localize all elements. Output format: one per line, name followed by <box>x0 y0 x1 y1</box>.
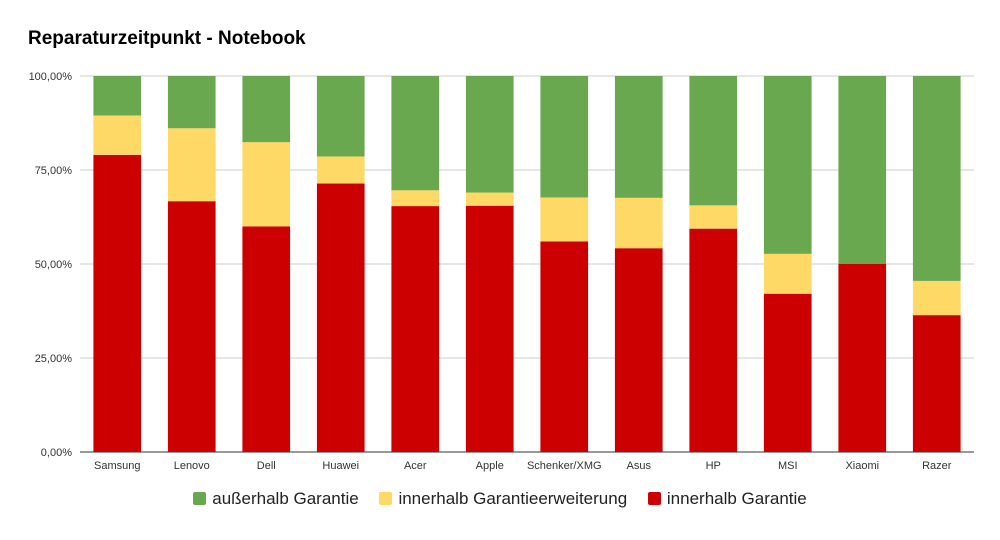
bar-segment <box>614 197 663 249</box>
bar-segment <box>391 190 440 207</box>
bar-segment <box>540 76 589 198</box>
bar-segment <box>689 228 738 452</box>
bar-segment <box>242 142 291 227</box>
bar-segment <box>242 76 291 143</box>
bar-segment <box>614 248 663 452</box>
bar-segment <box>316 156 365 184</box>
bar-segment <box>465 76 514 193</box>
bar-segment <box>465 205 514 452</box>
x-tick-label: HP <box>706 460 721 472</box>
bar-segment <box>93 154 142 452</box>
x-tick-label: Apple <box>476 460 504 472</box>
x-tick-label: Razer <box>922 460 952 472</box>
y-tick-label: 100,00% <box>29 71 73 83</box>
bar-segment <box>167 201 216 452</box>
x-tick-label: Huawei <box>322 460 359 472</box>
y-tick-label: 50,00% <box>35 259 73 271</box>
chart-title: Reparaturzeitpunkt - Notebook <box>28 28 306 49</box>
bar-segment <box>465 192 514 206</box>
y-tick-label: 75,00% <box>35 165 73 177</box>
bar-segment <box>763 76 812 254</box>
bar-segment <box>912 76 961 281</box>
legend-label: innerhalb Garantieerweiterung <box>398 488 628 508</box>
x-tick-label: Lenovo <box>174 460 210 472</box>
bar-segment <box>167 76 216 129</box>
bar-segment <box>242 226 291 452</box>
bar-segment <box>316 76 365 157</box>
bar-segment <box>540 241 589 452</box>
bar-segment <box>838 264 887 452</box>
bar-segment <box>167 128 216 202</box>
bar-segment <box>614 76 663 198</box>
bar-segment <box>391 206 440 452</box>
bar-segment <box>689 76 738 206</box>
legend-swatch <box>379 491 393 505</box>
x-tick-label: Xiaomi <box>845 460 879 472</box>
legend-item-innerhalb: innerhalb Garantie <box>647 488 807 509</box>
bar-segment <box>763 253 812 294</box>
x-tick-label: Acer <box>404 460 427 472</box>
x-tick-label: Dell <box>257 460 276 472</box>
bar-segment <box>391 76 440 191</box>
x-tick-label: MSI <box>778 460 798 472</box>
y-tick-label: 0,00% <box>41 447 72 459</box>
x-tick-label: Asus <box>627 460 652 472</box>
legend-label: innerhalb Garantie <box>666 488 807 508</box>
bar-segment <box>540 197 589 242</box>
bar-segment <box>689 205 738 229</box>
x-tick-label: Samsung <box>94 460 140 472</box>
bar-segment <box>763 293 812 452</box>
legend-item-ausserhalb: außerhalb Garantie <box>193 488 359 509</box>
y-tick-label: 25,00% <box>35 353 73 365</box>
legend-label: außerhalb Garantie <box>212 488 359 508</box>
bar-segment <box>316 183 365 452</box>
legend-swatch <box>647 491 661 505</box>
legend-swatch <box>193 491 207 505</box>
bar-segment <box>912 280 961 316</box>
bar-segment <box>93 115 142 155</box>
legend-item-garantieerweiterung: innerhalb Garantieerweiterung <box>379 489 627 509</box>
x-tick-label: Schenker/XMG <box>527 460 602 472</box>
bar-segment <box>912 315 961 452</box>
bar-segment <box>93 76 142 116</box>
chart-legend: außerhalb Garantie innerhalb Garantieerw… <box>0 488 1000 509</box>
bar-segment <box>838 76 887 264</box>
